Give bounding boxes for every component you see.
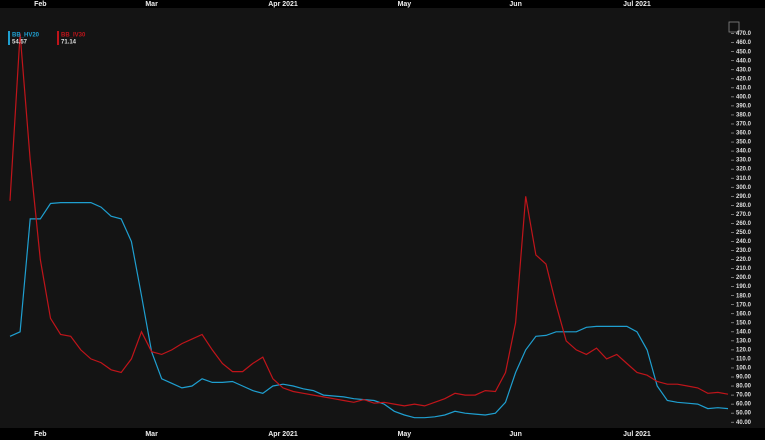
- y-tick-label: 400.0: [736, 94, 752, 100]
- y-tick-label: 170.0: [736, 302, 752, 308]
- y-tick-label: 160.0: [736, 311, 752, 317]
- y-tick-label: 370.0: [736, 122, 752, 128]
- y-tick-label: 340.0: [736, 149, 752, 155]
- legend-label: BB_HV20: [12, 33, 40, 39]
- legend-value: 71.14: [61, 40, 77, 46]
- y-tick-label: 440.0: [736, 58, 752, 64]
- y-tick-label: 470.0: [736, 31, 752, 37]
- y-tick-label: 110.0: [736, 357, 751, 363]
- y-tick-label: 90.00: [736, 375, 752, 381]
- y-tick-label: 180.0: [736, 293, 752, 299]
- legend-swatch: [57, 31, 59, 45]
- y-tick-label: 270.0: [736, 212, 752, 218]
- x-tick-label: Jun: [509, 431, 521, 438]
- x-tick-label: May: [398, 431, 412, 438]
- right-axis: [730, 8, 765, 428]
- x-tick-label: Apr 2021: [268, 431, 298, 438]
- y-tick-label: 320.0: [736, 167, 752, 173]
- x-tick-label: Mar: [145, 431, 158, 438]
- y-tick-label: 230.0: [736, 248, 752, 254]
- x-tick-label-top: Jun: [509, 1, 521, 8]
- y-tick-label: 50.00: [736, 411, 752, 417]
- y-tick-label: 330.0: [736, 158, 752, 164]
- x-tick-label-top: Apr 2021: [268, 1, 298, 8]
- y-tick-label: 250.0: [736, 230, 752, 236]
- y-tick-label: 450.0: [736, 49, 752, 55]
- x-tick-label: Jul 2021: [623, 431, 651, 438]
- y-tick-label: 300.0: [736, 185, 752, 191]
- y-tick-label: 260.0: [736, 221, 752, 227]
- expand-button[interactable]: [728, 21, 740, 33]
- y-tick-label: 100.0: [736, 366, 752, 372]
- y-tick-label: 120.0: [736, 347, 752, 353]
- y-tick-label: 80.00: [736, 384, 752, 390]
- y-tick-label: 410.0: [736, 85, 752, 91]
- y-tick-label: 70.00: [736, 393, 752, 399]
- y-tick-label: 460.0: [736, 40, 752, 46]
- y-tick-label: 240.0: [736, 239, 752, 245]
- y-tick-label: 430.0: [736, 67, 752, 73]
- top-axis: [0, 0, 765, 8]
- y-tick-label: 220.0: [736, 257, 752, 263]
- x-tick-label: Feb: [34, 431, 46, 438]
- y-tick-label: 360.0: [736, 131, 752, 137]
- legend-value: 54.57: [12, 40, 28, 46]
- y-tick-label: 210.0: [736, 266, 752, 272]
- x-tick-label-top: Jul 2021: [623, 1, 651, 8]
- y-tick-label: 150.0: [736, 320, 752, 326]
- series-line: [9, 33, 729, 407]
- y-tick-label: 390.0: [736, 103, 752, 109]
- x-tick-label-top: May: [398, 1, 412, 8]
- legend-swatch: [8, 31, 10, 45]
- y-tick-label: 380.0: [736, 113, 752, 119]
- y-tick-label: 310.0: [736, 176, 752, 182]
- y-tick-label: 420.0: [736, 76, 752, 82]
- x-tick-label-top: Mar: [145, 1, 158, 8]
- y-tick-label: 40.00: [736, 420, 752, 426]
- x-tick-label-top: Feb: [34, 1, 46, 8]
- y-tick-label: 130.0: [736, 338, 752, 344]
- y-tick-label: 350.0: [736, 140, 752, 146]
- bottom-axis: [0, 428, 765, 440]
- legend-label: BB_IV30: [61, 33, 86, 39]
- y-tick-label: 190.0: [736, 284, 752, 290]
- y-tick-label: 200.0: [736, 275, 752, 281]
- series-line: [9, 202, 729, 419]
- y-tick-label: 60.00: [736, 402, 752, 408]
- y-tick-label: 280.0: [736, 203, 752, 209]
- y-tick-label: 290.0: [736, 194, 752, 200]
- y-tick-label: 140.0: [736, 329, 752, 335]
